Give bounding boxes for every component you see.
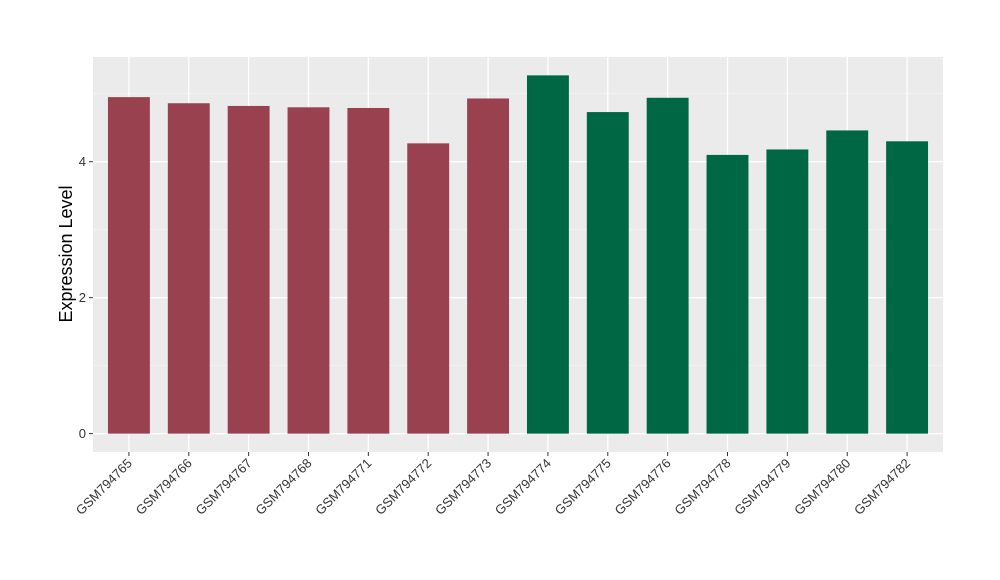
bar-GSM794775 (586, 112, 629, 434)
x-tick-label: GSM794782 (851, 456, 913, 518)
bars (107, 75, 929, 434)
bar-GSM794768 (287, 107, 330, 434)
x-tick-label: GSM794771 (312, 456, 374, 518)
y-tick-label: 2 (79, 290, 86, 305)
bar-GSM794771 (347, 107, 390, 434)
bar-GSM794782 (886, 141, 929, 434)
bar-GSM794779 (766, 149, 809, 434)
x-tick-label: GSM794778 (671, 456, 733, 518)
x-axis: GSM794765GSM794766GSM794767GSM794768GSM7… (73, 452, 913, 518)
x-tick-label: GSM794774 (492, 456, 554, 518)
bar-GSM794766 (167, 103, 210, 434)
y-axis-title: Expression Level (56, 185, 76, 322)
bar-GSM794778 (706, 154, 749, 434)
bar-GSM794767 (227, 105, 270, 434)
x-tick-label: GSM794773 (432, 456, 494, 518)
bar-GSM794773 (467, 98, 510, 434)
x-tick-label: GSM794766 (133, 456, 195, 518)
x-tick-label: GSM794780 (791, 456, 853, 518)
x-tick-label: GSM794768 (252, 456, 314, 518)
x-tick-label: GSM794772 (372, 456, 434, 518)
bar-GSM794776 (646, 97, 689, 434)
bar-GSM794765 (107, 97, 150, 434)
x-tick-label: GSM794779 (731, 456, 793, 518)
bar-GSM794772 (407, 143, 450, 434)
x-tick-label: GSM794767 (193, 456, 255, 518)
bar-GSM794774 (526, 75, 569, 434)
x-tick-label: GSM794765 (73, 456, 135, 518)
y-tick-label: 0 (79, 426, 86, 441)
x-tick-label: GSM794775 (552, 456, 614, 518)
bar-GSM794780 (826, 130, 869, 434)
y-axis: 0 2 4 (79, 154, 93, 441)
x-tick-label: GSM794776 (612, 456, 674, 518)
y-tick-label: 4 (79, 154, 86, 169)
panel-background (93, 57, 943, 452)
